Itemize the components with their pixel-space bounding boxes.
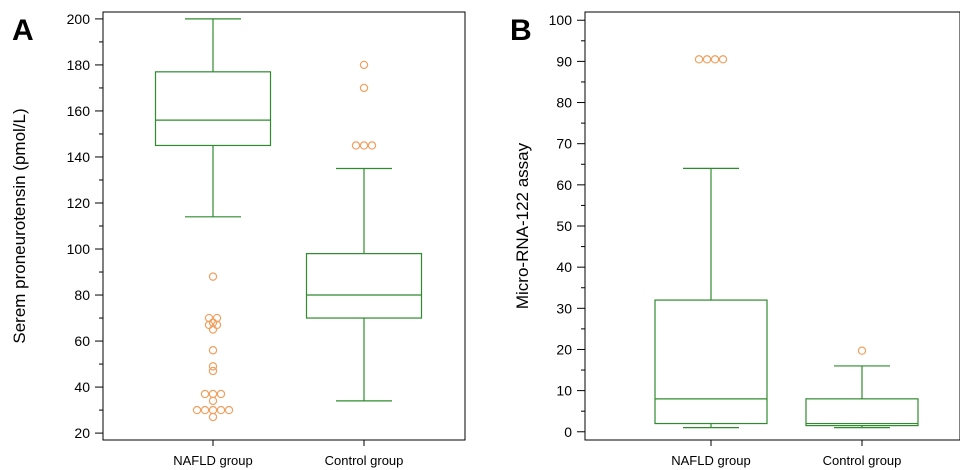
outlier-point [192,405,202,415]
outlier-point [857,346,867,355]
box-0: NAFLD group [154,18,272,468]
outlier-point [208,389,218,399]
outlier-point [208,272,218,281]
outlier-point [224,405,234,415]
y-tick-label: 20 [556,341,572,357]
y-tick-label: 40 [556,259,572,275]
y-tick-label: 60 [556,177,572,193]
iqr-box [654,299,768,425]
x-tick-label: NAFLD group [173,453,252,468]
plot-frame [102,11,466,441]
y-tick-label: 10 [556,383,572,399]
y-tick-label: 200 [67,11,91,27]
outlier-point [200,405,210,415]
box-1: Control group [805,346,919,468]
x-tick-label: Control group [325,453,404,468]
y-tick-label: 50 [556,218,572,234]
y-tick-label: 180 [67,57,91,73]
outlier-point [359,83,369,93]
y-tick-label: 60 [74,333,90,349]
outlier-point [216,405,226,415]
panel-letter: B [510,14,532,47]
outlier-point [208,366,218,376]
y-tick-label: 160 [67,103,91,119]
outlier-point [694,55,704,64]
x-tick-label: NAFLD group [671,453,750,468]
y-axis-label: Serem proneurotensin (pmol/L) [10,108,29,343]
outlier-point [351,141,361,150]
y-tick-label: 20 [74,425,90,441]
iqr-box [805,398,919,427]
outlier-point [208,405,218,415]
outlier-point [359,60,369,70]
outlier-point [359,141,369,150]
outlier-point [702,55,712,64]
panel-b: 0 10 20 30 40 50 60 70 80 90 100 Micro-RNA-122 assa… [510,11,960,468]
y-tick-label: 100 [549,12,573,28]
y-tick-label: 90 [556,53,572,69]
plot-frame [584,11,960,441]
box-0: NAFLD group [654,55,768,468]
panel-letter: A [12,14,34,47]
y-tick-label: 40 [74,379,90,395]
y-tick-label: 80 [556,95,572,111]
iqr-box [154,71,272,147]
outlier-point [208,325,218,334]
y-tick-label: 140 [67,149,91,165]
y-axis-label: Micro-RNA-122 assay [513,142,532,309]
y-tick-label: 120 [67,195,91,211]
outlier-point [216,389,226,399]
outlier-point [718,55,728,64]
iqr-box [305,253,423,319]
outlier-point [212,313,222,323]
y-tick-label: 0 [564,424,572,440]
y-tick-label: 80 [74,287,90,303]
y-tick-label: 70 [556,136,572,152]
y-tick-label: 30 [556,300,572,316]
outlier-point [208,362,218,371]
x-tick-label: Control group [823,453,902,468]
y-tick-label: 100 [67,241,91,257]
outlier-point [710,55,720,64]
outlier-point [204,313,214,323]
box-1: Control group [305,60,423,468]
outlier-point [208,412,218,422]
outlier-point [208,346,218,355]
outlier-point [208,396,218,406]
outlier-point [367,141,377,150]
outlier-point [200,389,210,399]
panel-a: 20 40 60 80 100 120 140 160 180 200 Serem proneuro… [10,11,466,468]
